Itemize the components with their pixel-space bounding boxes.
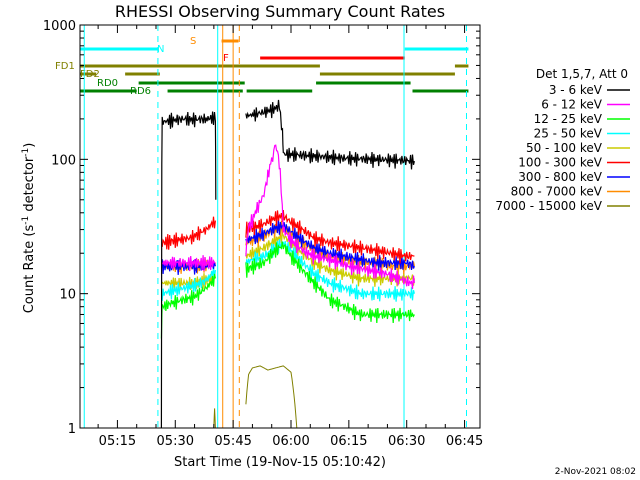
legend-label-7: 800 - 7000 keV [511,185,603,199]
legend-label-4: 50 - 100 keV [526,141,603,155]
x-axis-label: Start Time (19-Nov-15 05:10:42) [174,455,386,470]
y-tick-label-1: 10 [59,288,76,303]
flag-label-rd6: RD6 [130,86,151,97]
x-tick-label-6: 06:45 [446,434,483,449]
legend-label-2: 12 - 25 keV [534,112,603,126]
flag-label-n: N [157,44,164,55]
legend-label-0: 3 - 6 keV [549,83,603,97]
y-axis-label: Count Rate (s-1 detector-1) [21,143,37,314]
series-line-5-0 [161,216,216,250]
series-line-8-0 [213,408,216,429]
ylabel-end: ) [22,143,37,148]
flag-label-f: F [223,53,229,64]
ylabel-mid: detector [22,156,37,216]
series-line-1-0 [161,255,216,272]
y-tick-label-0: 1 [68,422,76,437]
ylabel-sup1: -1 [21,216,31,225]
legend-label-3: 25 - 50 keV [534,127,603,141]
x-tick-label-5: 06:30 [388,434,425,449]
series-line-2-0 [160,273,216,339]
x-tick-label-3: 06:00 [272,434,309,449]
footer-date: 2-Nov-2021 08:02 [555,467,636,477]
series-line-2-1 [245,241,415,324]
series-lines [160,99,415,429]
plot-axes: 1 10 100 1000 05:15 05:30 05:45 06:00 06:15 06:30… [43,19,483,449]
series-line-6-1 [245,219,415,271]
x-tick-label-1: 05:30 [157,434,194,449]
x-tick-label-2: 05:45 [214,434,251,449]
x-tick-label-0: 05:15 [99,434,136,449]
series-line-1-1 [245,144,415,290]
legend-label-1: 6 - 12 keV [541,98,603,112]
flag-label-rd0: RD0 [97,78,118,89]
legend-label-6: 300 - 800 keV [518,170,602,184]
plot-frame [79,24,481,429]
y-tick-label-2: 100 [51,153,76,168]
flag-label-fd1: FD1 [55,61,75,72]
series-line-8-1 [245,365,298,429]
flag-label-s: S [190,36,196,47]
series-line-3-1 [245,239,415,302]
chart-title: RHESSI Observing Summary Count Rates [115,2,445,21]
ylabel-main: Count Rate (s [22,225,37,314]
time-markers [83,25,467,428]
legend-label-8: 7000 - 15000 keV [495,199,602,213]
x-tick-label-4: 06:15 [330,434,367,449]
ylabel-sup2: -1 [21,148,31,157]
legend-title: Det 1,5,7, Att 0 [536,67,628,81]
flag-label-fd2: FD2 [80,69,100,80]
legend-label-5: 100 - 300 keV [518,156,602,170]
series-line-0-1 [245,99,415,170]
series-line-0-0 [160,111,217,428]
y-tick-label-3: 1000 [43,19,76,34]
series-line-5-1 [245,209,415,264]
series-line-3-0 [161,265,216,302]
